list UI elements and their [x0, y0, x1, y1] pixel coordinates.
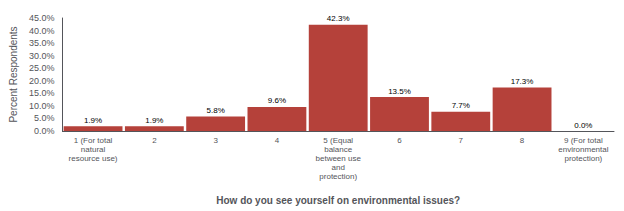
svg-text:9 (For total: 9 (For total — [564, 136, 603, 145]
svg-text:4: 4 — [275, 136, 280, 145]
svg-text:25.0%: 25.0% — [29, 63, 55, 73]
svg-text:5.0%: 5.0% — [34, 113, 55, 123]
svg-text:and: and — [332, 163, 345, 172]
svg-text:environmental: environmental — [558, 145, 608, 154]
svg-text:10.0%: 10.0% — [29, 101, 55, 111]
svg-text:30.0%: 30.0% — [29, 51, 55, 61]
svg-text:6: 6 — [397, 136, 402, 145]
svg-text:between use: between use — [316, 154, 362, 163]
svg-text:balance: balance — [324, 145, 353, 154]
svg-text:2: 2 — [152, 136, 157, 145]
svg-text:0.0%: 0.0% — [574, 121, 592, 130]
svg-text:resource use): resource use) — [69, 154, 118, 163]
svg-text:protection): protection) — [564, 154, 602, 163]
svg-text:45.0%: 45.0% — [29, 13, 55, 23]
svg-text:5 (Equal: 5 (Equal — [323, 136, 353, 145]
svg-text:3: 3 — [213, 136, 218, 145]
svg-text:7.7%: 7.7% — [452, 101, 470, 110]
svg-text:natural: natural — [81, 145, 106, 154]
svg-text:5.8%: 5.8% — [207, 106, 225, 115]
svg-text:1 (For total: 1 (For total — [74, 136, 113, 145]
svg-text:7: 7 — [459, 136, 464, 145]
svg-text:17.3%: 17.3% — [511, 77, 534, 86]
svg-text:8: 8 — [520, 136, 525, 145]
svg-text:How do you see yourself on env: How do you see yourself on environmental… — [216, 195, 460, 206]
svg-text:1.9%: 1.9% — [145, 116, 163, 125]
svg-text:9.6%: 9.6% — [268, 96, 286, 105]
svg-text:20.0%: 20.0% — [29, 76, 55, 86]
svg-text:35.0%: 35.0% — [29, 38, 55, 48]
svg-text:Percent Respondents: Percent Respondents — [8, 26, 19, 122]
svg-text:42.3%: 42.3% — [327, 14, 350, 23]
svg-text:13.5%: 13.5% — [388, 87, 411, 96]
svg-text:1.9%: 1.9% — [84, 116, 102, 125]
svg-text:15.0%: 15.0% — [29, 88, 55, 98]
svg-text:40.0%: 40.0% — [29, 26, 55, 36]
svg-text:0.0%: 0.0% — [34, 126, 55, 136]
svg-text:protection): protection) — [319, 172, 357, 181]
